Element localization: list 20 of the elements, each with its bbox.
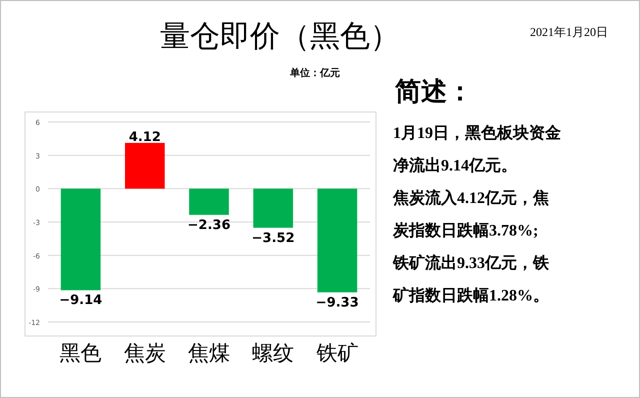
text: 铁矿流出9.33亿元，铁	[392, 253, 550, 272]
data-label: 4.12	[128, 130, 161, 145]
data-label: −9.33	[316, 295, 359, 310]
text: 焦炭流入4.12亿元，焦	[392, 188, 549, 207]
text: 1月19日，黑色板块资金	[393, 124, 561, 142]
chart-title: 量仓即价（黑色）	[160, 20, 400, 53]
x-tick-label: 焦炭	[124, 341, 166, 365]
x-tick-label: 螺纹	[252, 341, 294, 365]
chart-subtitle: 单位：亿元	[289, 67, 340, 79]
x-tick-label: 铁矿	[315, 341, 358, 365]
text: 炭指数日跌幅3.78%;	[392, 222, 538, 240]
x-tick-label: 黑色	[60, 341, 102, 365]
text: 矿指数日跌幅1.28%。	[392, 286, 549, 304]
text: 简述：	[394, 77, 473, 106]
x-tick-label: 焦煤	[188, 341, 230, 365]
text: 净流出9.14亿元。	[393, 156, 517, 174]
data-label: −2.36	[188, 218, 230, 233]
text: 2021年1月20日	[530, 25, 608, 39]
data-label: −9.14	[59, 293, 102, 308]
data-label: −3.52	[252, 230, 295, 246]
